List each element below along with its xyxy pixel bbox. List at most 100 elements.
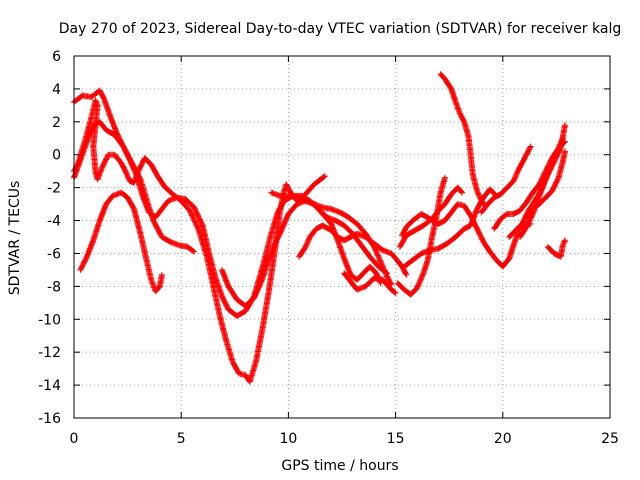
data-point xyxy=(187,246,189,248)
data-point xyxy=(564,239,566,241)
data-point xyxy=(144,157,146,159)
data-point xyxy=(564,124,566,126)
data-point xyxy=(343,224,345,227)
data-point xyxy=(470,154,472,156)
data-point xyxy=(515,229,517,232)
data-point xyxy=(296,196,298,199)
series-arc-2 xyxy=(71,87,198,255)
y-tick-label: -16 xyxy=(38,411,61,427)
y-tick-label: 6 xyxy=(52,49,61,65)
data-point xyxy=(236,315,238,317)
data-point xyxy=(519,236,521,238)
data-point xyxy=(532,208,534,210)
series-arc-18 xyxy=(523,148,568,221)
y-tick-label: -2 xyxy=(47,181,61,197)
data-point xyxy=(105,129,107,131)
data-point xyxy=(322,213,324,215)
data-point xyxy=(444,219,446,222)
data-point xyxy=(270,191,272,194)
data-point xyxy=(322,206,324,208)
data-point xyxy=(212,285,214,287)
data-point xyxy=(131,162,133,164)
data-point xyxy=(476,208,478,210)
series-arc-13 xyxy=(437,71,489,209)
data-point xyxy=(403,266,405,268)
data-point xyxy=(127,196,129,199)
data-point xyxy=(268,289,270,291)
data-point xyxy=(382,279,384,281)
data-point xyxy=(96,178,99,181)
data-point xyxy=(390,252,392,255)
data-point xyxy=(214,277,217,279)
data-point xyxy=(184,198,187,200)
data-point xyxy=(262,266,264,268)
data-point xyxy=(480,211,482,213)
data-point xyxy=(349,274,352,276)
data-point xyxy=(272,246,274,248)
data-point xyxy=(163,185,165,187)
data-point xyxy=(268,257,270,259)
data-point xyxy=(420,252,422,255)
data-point xyxy=(221,269,223,271)
data-point xyxy=(405,274,407,276)
data-point xyxy=(253,297,255,299)
data-point xyxy=(343,272,345,274)
data-point xyxy=(279,233,281,235)
data-point xyxy=(343,257,345,259)
data-point xyxy=(403,289,405,291)
data-point xyxy=(414,229,416,232)
data-point xyxy=(390,284,392,286)
data-point xyxy=(551,162,553,164)
data-point xyxy=(90,96,92,98)
data-point xyxy=(560,256,562,258)
data-point xyxy=(470,224,472,227)
data-point xyxy=(360,244,362,246)
x-axis-label: GPS time / hours xyxy=(281,458,398,474)
x-tick-label: 25 xyxy=(601,431,619,447)
data-point xyxy=(356,279,358,281)
data-point xyxy=(364,233,367,235)
data-point xyxy=(429,249,431,251)
data-point xyxy=(390,289,392,291)
data-point xyxy=(146,200,148,202)
data-point xyxy=(416,287,418,289)
data-point xyxy=(94,124,97,126)
data-point xyxy=(377,266,380,268)
data-point xyxy=(476,228,478,230)
data-point xyxy=(440,73,442,75)
data-point xyxy=(154,290,157,292)
data-point xyxy=(84,140,86,143)
data-point xyxy=(92,239,94,241)
data-point xyxy=(480,200,482,202)
data-point xyxy=(422,272,425,274)
data-point xyxy=(330,223,332,225)
data-point xyxy=(319,178,322,181)
data-point xyxy=(450,193,452,195)
data-point xyxy=(525,154,527,156)
data-point xyxy=(298,256,300,258)
data-point xyxy=(506,187,508,189)
data-point xyxy=(343,239,345,241)
data-point xyxy=(405,226,407,228)
data-point xyxy=(139,178,142,181)
data-point xyxy=(161,208,163,210)
y-tick-label: -12 xyxy=(38,345,61,361)
data-point xyxy=(262,277,264,279)
data-point xyxy=(167,200,169,202)
data-point xyxy=(382,249,384,251)
plot-frame xyxy=(73,55,611,419)
data-point xyxy=(169,241,172,243)
data-point xyxy=(532,213,534,215)
data-point xyxy=(502,266,504,268)
data-point xyxy=(431,236,433,238)
data-point xyxy=(114,154,116,156)
data-point xyxy=(92,145,94,148)
data-point xyxy=(379,282,382,284)
data-point xyxy=(440,191,442,194)
axis-ticks: 0 5 10 15 20 25 -16 -14 -12 -10 -8 -6 -4 -2 0 2 4 6 xyxy=(38,49,619,447)
data-point xyxy=(437,223,440,225)
data-point xyxy=(287,195,289,197)
data-point xyxy=(339,211,341,213)
data-point xyxy=(553,252,555,255)
